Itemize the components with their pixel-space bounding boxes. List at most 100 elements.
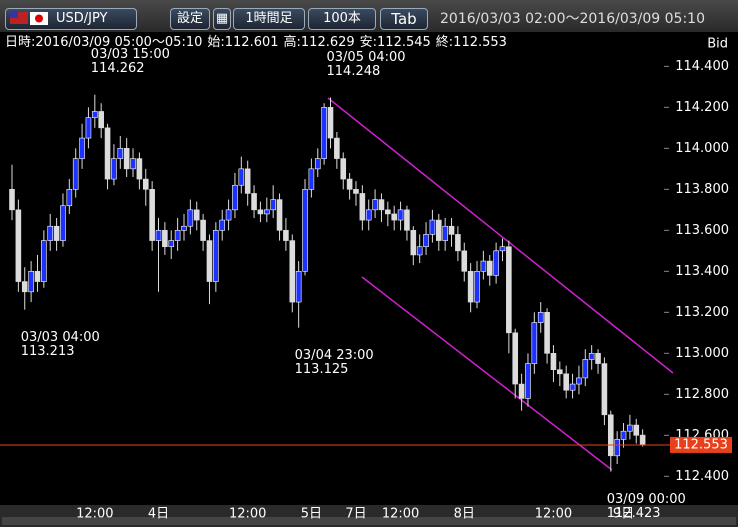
annotation-time: 03/04 23:00 [295,348,374,363]
candle-body [423,234,429,248]
candle-body [130,158,136,170]
candle-body [531,322,538,364]
candle-body [346,178,353,190]
x-tick-label: 8日 [454,507,475,522]
candle-body [410,230,417,256]
candle-body [563,373,569,391]
x-tick-label: 12:00 [535,507,572,522]
candle-body [378,199,385,211]
candle-body [385,209,391,215]
annotation-value: 112.423 [607,506,661,521]
candle-body [518,383,525,399]
price-side: Bid [707,37,728,52]
info-field: 始:112.601 [207,35,278,50]
candle-body [639,434,646,446]
y-tick-label: 113.800 [675,182,729,197]
candle-body [391,213,398,221]
candle-body [28,271,34,293]
annotation-value: 114.248 [327,64,381,79]
candle-body [321,107,327,159]
count-button[interactable]: 100本 [308,8,376,30]
candle-body [21,281,28,293]
candle-body [283,230,289,241]
y-tick-label: 113.600 [675,223,729,238]
candle-body [467,271,474,303]
tab-button[interactable]: Tab [380,8,428,30]
candle-body [295,271,302,303]
candle-body [455,234,461,252]
candle-body [181,225,187,231]
candle-body [289,240,296,303]
info-field: 終:112.553 [436,34,507,50]
candle-body [365,209,372,221]
candle-body [480,260,487,272]
candle-body [232,184,238,211]
candle-body [314,158,321,170]
settings-button[interactable]: 設定 [170,8,210,30]
candle-body [442,225,448,241]
candle-body [334,137,340,159]
candle-body [397,209,404,221]
annotation-time: 03/03 15:00 [91,47,170,62]
scrollbar[interactable] [2,517,736,525]
x-tick-label: 12:00 [76,507,113,522]
candle-body [200,219,206,241]
candle-body [142,178,149,190]
y-tick-label: 114.000 [675,141,729,156]
candle-body [270,199,276,211]
candle-body [633,424,640,436]
candle-body [576,377,582,385]
candle-body [474,271,480,303]
chart: 日時:2016/03/09 05:00～05:10 始:112.601 高:112.… [0,34,738,527]
trend-line [361,276,613,471]
candle-body [620,430,627,440]
candle-body [302,189,308,272]
candle-body [461,250,468,272]
candle-body [123,148,130,170]
candle-body [537,312,544,323]
candle-body [162,230,168,248]
candle-body [595,353,601,364]
candle-body [149,189,155,241]
candle-body [34,271,41,282]
y-tick-label: 113.000 [675,346,729,361]
candle-body [66,189,73,207]
candle-body [174,230,181,241]
candle-body [525,363,531,399]
interval-button[interactable]: 1時間足 [233,8,305,30]
candle-body [340,158,347,180]
candle-body [219,219,226,231]
candle-body [193,209,200,221]
last-price-box [670,436,732,453]
candle-body [85,117,92,139]
candle-body [238,168,245,186]
y-tick-label: 114.200 [675,100,729,115]
candle-body [257,209,264,215]
y-tick-label: 113.400 [675,264,729,279]
calc-button[interactable]: ▦ [213,8,231,30]
x-tick-label: 5日 [301,507,322,522]
candle-body [404,209,410,231]
candle-body [569,383,576,391]
pair-selector[interactable]: USD/JPY [5,8,137,30]
info-field: 高:112.629 [284,34,355,50]
trend-line [327,97,674,374]
x-tick-label: 4日 [148,507,169,522]
y-tick-label: 114.400 [675,59,729,74]
annotation-time: 03/03 04:00 [21,330,100,345]
candle-body [9,189,15,211]
candle-body [614,439,620,457]
candle-body [544,312,550,354]
annotation-time: 03/05 04:00 [327,50,406,65]
annotation-time: 03/09 00:00 [607,492,686,507]
candle-body [550,353,557,371]
candle-body [168,240,175,248]
candle-body [512,332,519,385]
last-price-label: 112.553 [674,437,728,452]
flag-icon [10,12,48,25]
info-field: 日時:2016/03/09 05:00～05:10 [5,35,202,50]
candle-body [499,246,506,252]
info-field: 安:112.545 [360,35,431,50]
candle-body [244,168,251,194]
